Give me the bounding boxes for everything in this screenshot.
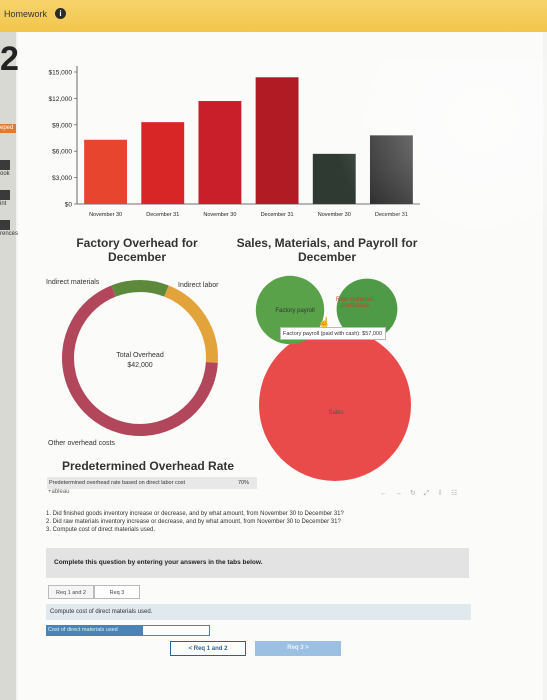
nav-print-label: int [0, 201, 7, 207]
bar [198, 101, 242, 204]
question-3: 3. Compute cost of direct materials used… [46, 527, 156, 533]
x-tick-label: November 30 [89, 212, 122, 218]
bubble-label-factory-payroll: Factory payroll [275, 308, 315, 314]
info-icon[interactable]: i [55, 8, 66, 19]
bubble-tooltip: Factory payroll (paid with cash): $57,00… [280, 327, 386, 340]
tableau-logo: +ableau [48, 489, 70, 495]
donut-label-indirect-materials: Indirect materials [46, 279, 100, 286]
question-2: 2. Did raw materials inventory increase … [46, 519, 341, 525]
question-list: 1. Did finished goods inventory increase… [46, 510, 344, 534]
y-tick-label: $15,000 [49, 70, 73, 77]
predetermined-row-value: 70% [237, 480, 249, 486]
sales-materials-title: Sales, Materials, and Payroll for Decemb… [236, 236, 418, 264]
bubble-label-raw-materials: Raw materials purchases [335, 297, 374, 309]
print-icon [0, 190, 10, 200]
y-tick-label: $0 [65, 202, 73, 209]
references-icon [0, 220, 10, 230]
bar [84, 139, 128, 204]
predetermined-title: Predetermined Overhead Rate [62, 459, 235, 473]
bar-chart: $15,000 $12,000 $9,000 $6,000 $3,000 $0 Novemb… [49, 66, 420, 218]
x-tick-label: December 31 [375, 212, 408, 218]
tab-req-1-and-2[interactable]: Req 1 and 2 [48, 585, 94, 599]
y-tick-label: $12,000 [49, 96, 73, 103]
y-tick-label: $6,000 [52, 149, 72, 156]
predetermined-row: Predetermined overhead rate based on dir… [47, 477, 257, 489]
tab-req-3[interactable]: Req 3 [94, 585, 140, 599]
x-tick-label: November 30 [318, 212, 351, 218]
compute-instruction: Compute cost of direct materials used. [46, 604, 471, 620]
predetermined-row-label: Predetermined overhead rate based on dir… [49, 480, 186, 486]
bar [141, 122, 185, 204]
x-tick-label: December 31 [261, 212, 294, 218]
bar [312, 153, 356, 204]
next-req-button[interactable]: Req 3 > [255, 641, 341, 656]
x-tick-label: December 31 [146, 212, 179, 218]
donut-label-indirect-labor: Indirect labor [178, 282, 219, 289]
nav-references-label: rences [0, 231, 19, 237]
question-1: 1. Did finished goods inventory increase… [46, 511, 344, 517]
nav-print[interactable]: int [0, 190, 16, 207]
instructions-banner: Complete this question by entering your … [46, 548, 469, 578]
bubble-label-sales: Sales [328, 410, 344, 416]
page-title: Homework [4, 9, 48, 19]
book-icon [0, 160, 10, 170]
total-overhead-label: Total Overhead [116, 352, 164, 359]
bar [255, 77, 299, 204]
factory-overhead-title: Factory Overhead for December [76, 236, 198, 264]
prev-req-button[interactable]: < Req 1 and 2 [170, 641, 246, 656]
x-tick-label: November 30 [203, 212, 236, 218]
nav-ebook[interactable]: ook [0, 160, 16, 177]
nav-references[interactable]: rences [0, 220, 19, 237]
donut-label-other-overhead: Other overhead costs [48, 440, 115, 447]
viz-toolbar[interactable]: ← → ↻ ⤢ ⇩ ☷ [380, 490, 461, 497]
question-number: 2 [0, 40, 19, 78]
cdm-label: Cost of direct materials used [46, 625, 142, 636]
cursor-hand-icon: ☝ [318, 318, 331, 329]
status-tag: eped [0, 124, 16, 133]
nav-ebook-label: ook [0, 171, 10, 177]
cdm-input[interactable] [142, 625, 210, 636]
bar [369, 135, 413, 204]
y-tick-label: $9,000 [52, 122, 72, 129]
top-bar: Homework i [0, 0, 547, 32]
y-tick-label: $3,000 [52, 175, 72, 182]
total-overhead-value: $42,000 [127, 362, 153, 369]
